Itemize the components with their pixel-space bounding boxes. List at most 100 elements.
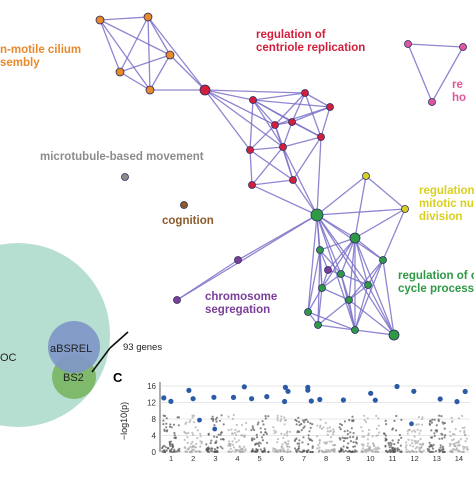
manhattan-point: [174, 450, 177, 453]
network-node: [304, 308, 312, 316]
manhattan-point: [441, 445, 444, 448]
manhattan-point: [364, 420, 368, 424]
manhattan-xtick-label: 8: [324, 454, 328, 463]
manhattan-significant-point: [264, 394, 270, 400]
network-node: [351, 326, 359, 334]
manhattan-point: [254, 443, 257, 446]
manhattan-point: [352, 420, 355, 423]
manhattan-significant-point: [454, 399, 460, 405]
manhattan-point: [165, 430, 168, 433]
manhattan-point: [384, 434, 387, 437]
manhattan-point: [366, 438, 369, 441]
manhattan-point: [261, 420, 264, 423]
manhattan-point: [421, 418, 424, 421]
manhattan-point: [324, 442, 327, 445]
manhattan-point: [283, 423, 286, 426]
manhattan-point: [193, 446, 197, 449]
network-edge: [307, 249, 321, 313]
manhattan-point: [343, 437, 346, 440]
manhattan-point: [367, 442, 370, 445]
manhattan-point: [415, 423, 418, 426]
network-node: [318, 284, 326, 292]
manhattan-point: [211, 415, 214, 418]
manhattan-point: [192, 421, 195, 424]
manhattan-point: [320, 427, 324, 430]
manhattan-significant-point: [317, 396, 323, 403]
network-nodes: [95, 12, 467, 341]
network-edge: [340, 273, 369, 286]
manhattan-point: [363, 419, 366, 422]
manhattan-point: [237, 430, 241, 433]
manhattan-point: [294, 418, 297, 421]
network-edge: [249, 99, 254, 151]
manhattan-point: [286, 445, 289, 448]
manhattan-point: [199, 445, 202, 448]
manhattan-point: [171, 443, 174, 447]
manhattan-point: [265, 432, 269, 435]
manhattan-point: [251, 437, 254, 440]
manhattan-point: [176, 450, 179, 453]
network-edge: [119, 71, 151, 91]
manhattan-point: [283, 433, 286, 436]
venn-label-bs2: BS2: [63, 372, 84, 384]
manhattan-point: [428, 450, 432, 454]
manhattan-point: [232, 413, 235, 417]
manhattan-significant-point: [285, 388, 291, 394]
manhattan-xtick-label: 12: [410, 454, 418, 463]
manhattan-point: [450, 420, 454, 424]
manhattan-point: [377, 417, 380, 420]
manhattan-point: [286, 450, 289, 454]
manhattan-point: [164, 446, 167, 449]
manhattan-point: [439, 446, 442, 449]
manhattan-point: [352, 432, 355, 435]
manhattan-point: [209, 442, 212, 445]
network-node: [310, 208, 324, 222]
manhattan-point: [192, 433, 195, 436]
manhattan-significant-point: [282, 384, 288, 390]
network-edge: [354, 237, 369, 286]
manhattan-point: [192, 448, 195, 451]
manhattan-point: [441, 437, 444, 440]
manhattan-point: [326, 430, 329, 433]
manhattan-point: [196, 429, 199, 432]
manhattan-point: [428, 441, 431, 444]
manhattan-point: [330, 440, 333, 443]
manhattan-point: [168, 425, 172, 428]
manhattan-point: [191, 446, 194, 449]
label-microtubule: microtubule-based movement: [40, 151, 204, 163]
manhattan-point: [433, 434, 436, 438]
manhattan-point: [384, 449, 388, 452]
manhattan-point: [186, 448, 189, 451]
manhattan-point: [276, 441, 279, 444]
network-edge: [340, 237, 356, 275]
manhattan-point: [346, 433, 349, 436]
manhattan-point: [437, 419, 440, 423]
manhattan-point: [227, 415, 230, 418]
manhattan-point: [232, 446, 235, 449]
manhattan-point: [350, 427, 353, 430]
network-node: [248, 181, 256, 189]
manhattan-point: [309, 422, 312, 425]
network-edge: [176, 214, 318, 301]
manhattan-point: [217, 433, 220, 436]
network-node: [345, 296, 353, 304]
manhattan-point: [272, 449, 275, 452]
manhattan-point: [165, 426, 168, 429]
manhattan-point: [205, 443, 208, 446]
manhattan-point: [333, 447, 336, 450]
manhattan-point: [363, 435, 366, 438]
manhattan-point: [280, 445, 283, 448]
manhattan-point: [235, 433, 238, 437]
manhattan-point: [238, 450, 241, 453]
manhattan-point: [229, 443, 232, 446]
manhattan-point: [377, 446, 380, 449]
manhattan-point: [280, 432, 283, 435]
manhattan-point: [421, 423, 424, 426]
manhattan-significant-point: [409, 421, 414, 427]
manhattan-point: [362, 443, 365, 446]
manhattan-point: [419, 437, 422, 441]
manhattan-point: [395, 414, 398, 418]
network-edge: [204, 89, 306, 94]
